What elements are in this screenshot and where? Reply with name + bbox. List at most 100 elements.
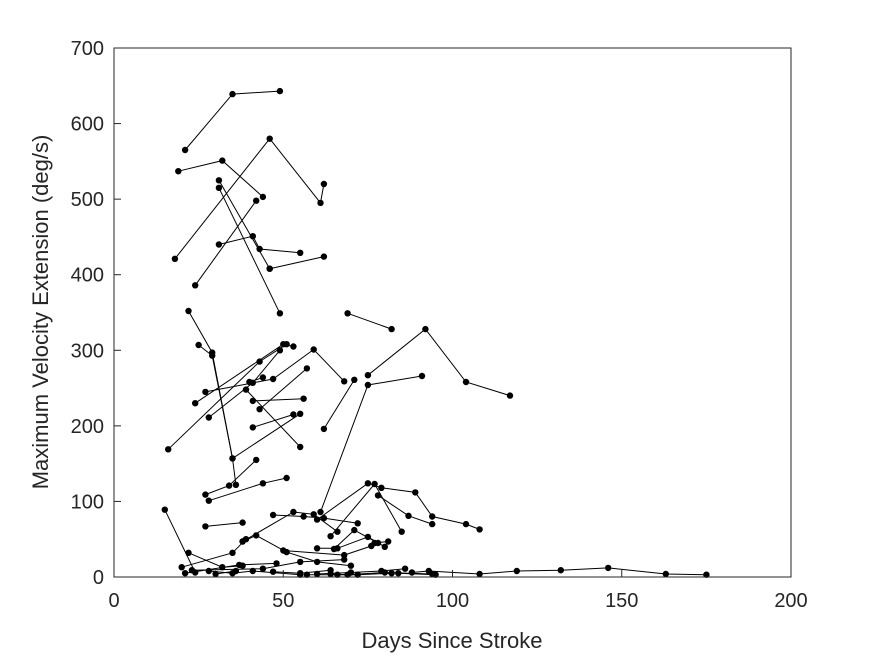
- series-line: [273, 514, 358, 524]
- data-point: [429, 520, 436, 528]
- data-point: [388, 325, 395, 333]
- series-line: [218, 235, 301, 254]
- data-point: [280, 547, 287, 554]
- data-point: [290, 411, 297, 418]
- data-point: [253, 456, 260, 464]
- series-48: [269, 567, 334, 577]
- data-point: [347, 562, 355, 569]
- data-point: [418, 372, 426, 380]
- data-point: [300, 513, 307, 520]
- data-point: [192, 400, 199, 407]
- data-point: [175, 168, 182, 175]
- x-tick-label: 150: [605, 590, 638, 612]
- data-point: [256, 245, 263, 253]
- data-point: [341, 378, 348, 385]
- data-point: [405, 512, 412, 519]
- data-point: [320, 180, 328, 188]
- data-point: [253, 532, 260, 539]
- tick-layer: 0 50 100 150 200 0 100 200 300 400 500 600 700: [71, 38, 808, 612]
- y-tick-label: 400: [71, 265, 104, 287]
- data-point: [412, 489, 419, 496]
- data-point: [290, 508, 297, 516]
- data-point: [259, 193, 267, 201]
- data-point: [205, 497, 212, 504]
- series-line: [252, 414, 294, 428]
- data-point: [317, 199, 324, 207]
- y-tick-label: 300: [71, 340, 104, 362]
- data-point: [249, 567, 256, 575]
- data-point: [249, 233, 256, 240]
- data-point: [269, 375, 277, 383]
- y-tick-label: 200: [71, 416, 104, 438]
- data-point: [354, 571, 361, 578]
- data-point: [344, 571, 351, 578]
- data-point: [334, 528, 341, 535]
- x-tick-label: 200: [774, 590, 807, 612]
- data-point: [212, 570, 219, 578]
- data-point: [256, 358, 263, 365]
- data-point: [506, 392, 514, 399]
- data-point: [202, 388, 209, 396]
- series-line: [269, 256, 325, 270]
- data-point: [313, 516, 321, 523]
- data-point: [320, 253, 328, 260]
- series-34: [181, 560, 280, 577]
- y-tick-label: 0: [93, 567, 104, 589]
- y-axis-label: Maximum Velocity Extension (deg/s): [28, 135, 53, 490]
- data-point: [354, 520, 361, 527]
- data-point: [202, 523, 209, 530]
- data-point: [557, 567, 564, 574]
- data-point: [371, 480, 378, 488]
- data-point: [297, 410, 304, 417]
- series-46: [395, 570, 439, 578]
- data-point: [605, 564, 612, 572]
- series-line: [208, 570, 301, 576]
- series-4: [215, 184, 284, 317]
- series-13: [202, 346, 348, 396]
- data-point: [429, 513, 436, 520]
- data-point: [422, 325, 429, 333]
- series-37: [327, 480, 405, 540]
- data-point: [310, 346, 317, 353]
- data-point: [351, 376, 358, 383]
- series-38: [374, 492, 436, 528]
- data-point: [181, 146, 189, 154]
- data-point: [219, 157, 226, 164]
- data-point: [165, 446, 172, 453]
- data-point: [276, 87, 284, 95]
- series-8: [266, 253, 328, 272]
- data-point: [303, 365, 311, 372]
- data-point: [188, 567, 196, 574]
- data-point: [401, 565, 409, 572]
- series-29: [202, 519, 246, 530]
- data-point: [408, 569, 416, 576]
- data-point: [297, 443, 304, 451]
- series-line: [317, 568, 406, 575]
- data-point: [253, 197, 260, 204]
- data-point: [192, 282, 199, 289]
- series-33: [269, 511, 361, 527]
- series-12: [192, 341, 297, 407]
- data-point: [313, 545, 321, 552]
- x-tick-label: 100: [436, 590, 469, 612]
- series-41: [280, 538, 392, 559]
- data-point: [209, 352, 216, 359]
- data-point: [215, 177, 223, 184]
- data-point: [269, 511, 277, 519]
- series-35: [188, 556, 348, 574]
- data-point: [229, 90, 236, 98]
- series-18: [249, 411, 297, 431]
- plot-area: [114, 48, 791, 577]
- y-tick-label: 700: [71, 38, 104, 60]
- data-point: [364, 480, 372, 487]
- data-point: [300, 395, 307, 402]
- data-point: [364, 381, 372, 389]
- data-point: [364, 372, 372, 379]
- data-point: [269, 568, 277, 575]
- series-23: [364, 325, 514, 399]
- series-line: [205, 522, 243, 527]
- x-axis-label: Days Since Stroke: [362, 628, 543, 653]
- series-16: [246, 374, 267, 386]
- data-point: [297, 249, 304, 256]
